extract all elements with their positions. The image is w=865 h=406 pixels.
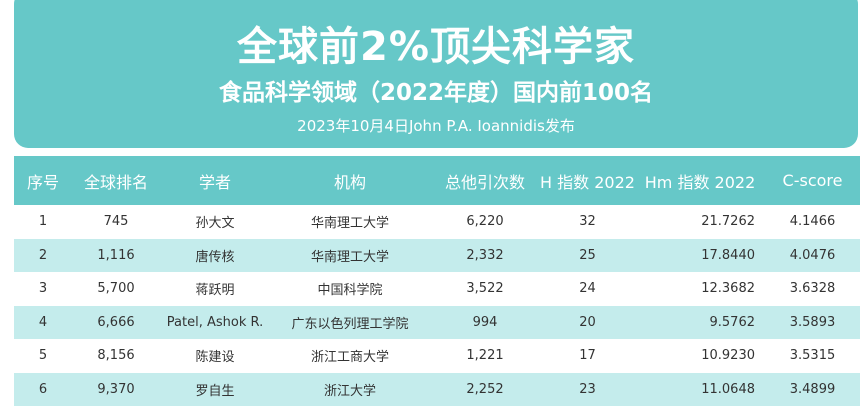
table-cell: 6 [14,372,72,406]
column-header: 序号 [14,156,72,205]
table-cell: 孙大文 [195,216,235,232]
column-header: H 指数 2022 [540,156,635,205]
title-banner: 全球前2%顶尖科学家 食品科学领域（2022年度）国内前100名 2023年10… [14,0,858,148]
table-cell: 25 [540,238,635,272]
table-cell: 1 [38,214,48,230]
table-cell: 8,156 [97,348,135,364]
table-cell: 5 [38,348,48,364]
table-cell: 3 [38,281,48,297]
table-row: 5 8,156 陈建设 浙江工商大学 1,221 17 10.9230 3.5315 [14,339,860,373]
table-cell: 3,522 [466,281,504,297]
table-cell: 中国科学院 [317,283,383,299]
table-cell: 745 [103,214,129,230]
table-cell: 9,370 [72,372,160,406]
column-header: 总他引次数 [430,156,540,205]
table-cell: 21.7262 [701,214,755,230]
table-cell: 5,700 [97,281,135,297]
table-cell: 10.9230 [701,348,755,364]
table-row: 6 9,370 罗自生 浙江大学 2,252 23 11.0648 3.4899 [14,372,860,406]
page-title: 全球前2%顶尖科学家 [237,24,635,70]
table-cell: 华南理工大学 [270,238,430,272]
table-cell: 蒋跃明 [195,283,235,299]
table-cell: 华南理工大学 [310,216,389,232]
table-row: 3 5,700 蒋跃明 中国科学院 3,522 24 12.3682 3.6328 [14,272,860,306]
table-cell: 994 [430,305,540,339]
table-cell: 浙江大学 [270,372,430,406]
table-cell: 20 [540,305,635,339]
table-row: 2 1,116 唐传核 华南理工大学 2,332 25 17.8440 4.0476 [14,238,860,272]
table-cell: 罗自生 [160,372,270,406]
table-row: 4 6,666 Patel, Ashok R. 广东以色列理工学院 994 20 9.576… [14,305,860,339]
table-cell: 4.1466 [789,214,836,230]
table-cell: 3.5315 [789,348,836,364]
table-cell: 11.0648 [635,372,765,406]
table-cell: 3.4899 [765,372,860,406]
table-cell: 4.0476 [765,238,860,272]
table-cell: 浙江工商大学 [310,350,389,366]
column-header: 机构 [270,156,430,205]
table-cell: 4 [14,305,72,339]
table-cell: 3.6328 [789,281,836,297]
table-row: 1 745 孙大文 华南理工大学 6,220 32 21.7262 4.1466 [14,205,860,239]
table-cell: Patel, Ashok R. [160,305,270,339]
table-cell: 唐传核 [160,238,270,272]
column-header: Hm 指数 2022 [635,156,765,205]
table-cell: 陈建设 [195,350,235,366]
table-cell: 9.5762 [635,305,765,339]
source-note: 2023年10月4日John P.A. Ioannidis发布 [297,117,575,135]
table-cell: 2 [14,238,72,272]
table-cell: 24 [579,281,596,297]
table-cell: 3.5893 [765,305,860,339]
column-header: 全球排名 [72,156,160,205]
table-cell: 广东以色列理工学院 [270,305,430,339]
column-header: C-score [765,156,860,205]
table-cell: 2,252 [430,372,540,406]
table-cell: 1,221 [466,348,504,364]
table-cell: 32 [579,214,596,230]
table-cell: 17 [579,348,596,364]
column-header: 学者 [160,156,270,205]
table-cell: 6,666 [72,305,160,339]
table-cell: 6,220 [466,214,504,230]
table-cell: 12.3682 [701,281,755,297]
table-header-row: 序号 全球排名 学者 机构 总他引次数 H 指数 2022 Hm 指数 2022 C-scor… [14,156,860,205]
table-cell: 23 [540,372,635,406]
table-cell: 17.8440 [635,238,765,272]
table-cell: 1,116 [72,238,160,272]
page-subtitle: 食品科学领域（2022年度）国内前100名 [218,80,654,106]
table-cell: 2,332 [430,238,540,272]
ranking-table: 序号 全球排名 学者 机构 总他引次数 H 指数 2022 Hm 指数 2022 C-scor… [14,156,860,406]
